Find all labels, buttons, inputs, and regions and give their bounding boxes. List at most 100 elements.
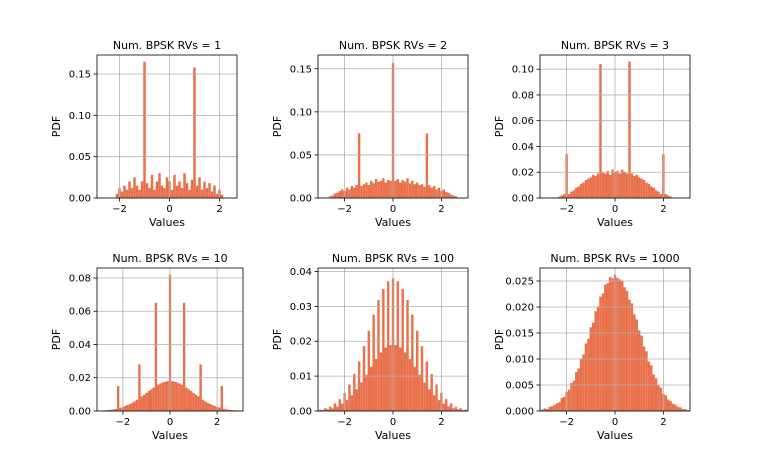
x-tick-label: 2	[660, 204, 666, 215]
bar	[630, 303, 634, 411]
bar	[584, 343, 588, 411]
x-tick-label: 0	[612, 204, 618, 215]
y-tick-label: 0.020	[505, 303, 534, 314]
x-tick-label: 2	[216, 204, 222, 215]
y-axis-label: PDF	[271, 116, 284, 137]
x-tick-label: −2	[337, 417, 352, 428]
y-axis-label: PDF	[271, 329, 284, 350]
y-tick-label: 0.02	[512, 168, 534, 179]
bar	[403, 181, 407, 198]
y-tick-label: 0.04	[290, 267, 312, 278]
bar	[657, 385, 660, 411]
bar	[459, 408, 462, 411]
bar	[124, 406, 127, 411]
x-axis-label: Values	[375, 429, 411, 442]
bar	[553, 404, 556, 411]
bar	[616, 277, 619, 411]
bar	[374, 179, 378, 198]
bar	[611, 169, 614, 198]
bar	[587, 178, 590, 198]
x-tick-label: −2	[337, 204, 352, 215]
bar	[633, 314, 636, 411]
bar	[333, 193, 337, 198]
bar	[355, 389, 358, 411]
bar	[206, 402, 209, 411]
y-tick-label: 0.02	[290, 337, 312, 348]
bar	[628, 61, 631, 198]
bar	[140, 181, 144, 198]
bar	[567, 194, 571, 198]
y-tick-label: 0.00	[69, 194, 91, 205]
bar	[182, 302, 186, 411]
bar	[683, 408, 687, 411]
bar	[171, 381, 174, 411]
bar	[195, 185, 199, 198]
bar	[401, 179, 404, 198]
x-tick-label: 2	[438, 204, 444, 215]
bar	[618, 279, 622, 411]
y-tick-label: 0.02	[69, 373, 91, 384]
bar	[165, 177, 169, 198]
bar	[616, 170, 619, 198]
bar	[159, 383, 162, 411]
bar	[105, 410, 108, 411]
y-axis-label: PDF	[493, 329, 506, 350]
bar	[185, 387, 188, 411]
x-tick-label: 0	[612, 417, 618, 428]
axes-frame	[96, 54, 238, 199]
x-axis-label: Values	[152, 429, 188, 442]
bar	[546, 408, 549, 411]
y-tick-label: 0.06	[69, 307, 91, 318]
bar	[592, 174, 595, 198]
bar	[147, 391, 150, 411]
bar	[445, 191, 448, 198]
bar	[360, 185, 363, 198]
bar	[193, 67, 196, 198]
bar	[640, 335, 643, 411]
bar	[348, 189, 351, 198]
bar	[173, 174, 176, 198]
y-tick-label: 0.08	[512, 90, 534, 101]
bar	[372, 183, 375, 198]
bar	[192, 392, 195, 411]
bar	[435, 189, 438, 198]
axes-frame	[539, 54, 691, 199]
bar	[618, 173, 622, 198]
bar	[107, 410, 110, 411]
y-tick-label: 0.04	[512, 142, 534, 153]
bar	[164, 381, 167, 411]
chart-title: Num. BPSK RVs = 1000	[550, 252, 679, 265]
chart-title: Num. BPSK RVs = 100	[332, 252, 454, 265]
bar	[570, 191, 573, 198]
bar	[562, 194, 566, 198]
bar	[650, 186, 653, 198]
bar	[340, 403, 344, 411]
bar	[432, 185, 436, 198]
bar	[449, 194, 453, 198]
bar	[681, 408, 684, 411]
axes-frame	[96, 267, 244, 412]
chart-title: Num. BPSK RVs = 2	[339, 39, 447, 52]
bar	[170, 189, 174, 198]
bar	[652, 374, 655, 411]
y-tick-label: 0.00	[69, 407, 91, 418]
bar	[112, 409, 115, 411]
bar	[667, 399, 670, 411]
bar	[353, 374, 356, 411]
bar	[183, 173, 186, 198]
bar	[601, 293, 605, 411]
bar	[173, 381, 176, 411]
bar	[423, 382, 426, 411]
y-tick-label: 0.01	[290, 372, 312, 383]
bar	[225, 409, 228, 411]
bar	[338, 399, 341, 411]
x-tick-label: 2	[660, 417, 666, 428]
bar	[608, 276, 612, 411]
y-tick-label: 0.000	[505, 407, 534, 418]
bar	[420, 184, 424, 198]
bar	[175, 185, 179, 198]
bar	[372, 314, 375, 411]
bar	[338, 191, 341, 198]
bar	[669, 196, 672, 198]
bar	[370, 180, 373, 198]
